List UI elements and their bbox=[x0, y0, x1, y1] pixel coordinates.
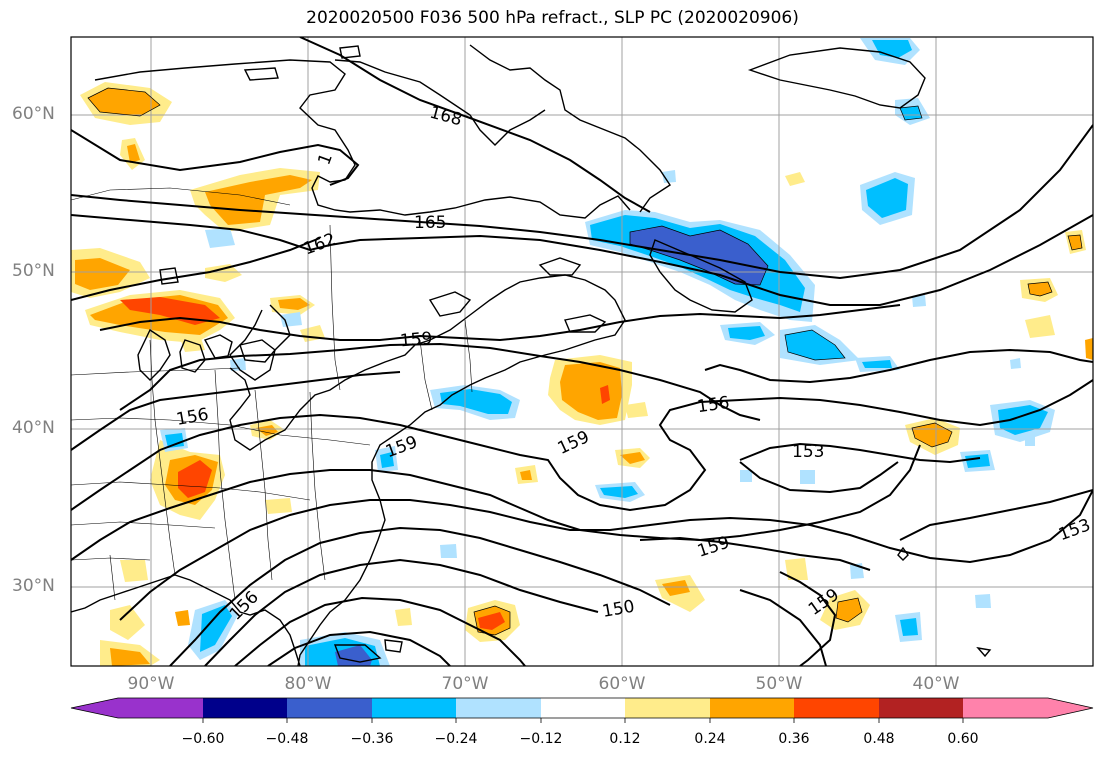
map-title: 2020020500 F036 500 hPa refract., SLP PC… bbox=[306, 8, 799, 28]
lon-label-90w: 90°W bbox=[127, 674, 175, 694]
colorbar-segment bbox=[372, 698, 456, 718]
contour-label: 159 bbox=[695, 533, 732, 562]
colorbar-tick-label: 0.24 bbox=[694, 731, 726, 747]
positive-anomaly-fills bbox=[71, 82, 1093, 666]
colorbar-tick-label: −0.24 bbox=[434, 731, 478, 747]
contour-label: 159 bbox=[555, 427, 593, 459]
contour-label: 162 bbox=[301, 230, 338, 260]
colorbar-outline bbox=[70, 697, 1094, 719]
contour-label: 1 bbox=[314, 151, 336, 168]
colorbar-tick-label: −0.48 bbox=[265, 731, 309, 747]
colorbar-segment bbox=[118, 698, 203, 718]
slp-contours bbox=[71, 37, 1093, 666]
lon-label-70w: 70°W bbox=[441, 674, 489, 694]
anomaly-outlines bbox=[87, 87, 1083, 636]
contour-label: 165 bbox=[414, 213, 446, 233]
colorbar-segment bbox=[287, 698, 372, 718]
colorbar-segment bbox=[963, 698, 1048, 718]
colorbar-segment bbox=[879, 698, 963, 718]
graticule bbox=[71, 37, 1093, 666]
colorbar-segment bbox=[203, 698, 287, 718]
colorbar bbox=[70, 697, 1094, 723]
contour-label: 156 bbox=[696, 393, 731, 417]
colorbar-tick-label: 0.60 bbox=[947, 731, 979, 747]
lon-label-60w: 60°W bbox=[598, 674, 646, 694]
lon-label-80w: 80°W bbox=[284, 674, 332, 694]
lon-label-50w: 50°W bbox=[755, 674, 803, 694]
colorbar-tick-label: 0.48 bbox=[863, 731, 895, 747]
colorbar-tick-label: −0.60 bbox=[181, 731, 225, 747]
contour-label: 150 bbox=[601, 597, 636, 622]
colorbar-segment bbox=[710, 698, 794, 718]
colorbar-segment bbox=[625, 698, 710, 718]
lat-label-60n: 60°N bbox=[12, 104, 55, 124]
negative-anomaly-fills bbox=[160, 38, 1055, 666]
lon-label-40w: 40°W bbox=[912, 674, 960, 694]
contour-label: 153 bbox=[792, 442, 824, 462]
coastlines bbox=[71, 44, 992, 666]
colorbar-upper-extension bbox=[1048, 698, 1093, 718]
colorbar-tick-label: 0.12 bbox=[609, 731, 641, 747]
colorbar-segment bbox=[794, 698, 879, 718]
colorbar-segment bbox=[541, 698, 625, 718]
contour-label: 159 bbox=[383, 432, 420, 462]
colorbar-segment bbox=[456, 698, 541, 718]
lat-label-50n: 50°N bbox=[12, 261, 55, 281]
colorbar-lower-extension bbox=[71, 698, 118, 718]
political-borders bbox=[71, 187, 473, 601]
lat-label-40n: 40°N bbox=[12, 418, 55, 438]
contour-label: 153 bbox=[1056, 515, 1093, 545]
contour-label: 159 bbox=[399, 329, 433, 352]
colorbar-tick-label: −0.12 bbox=[519, 731, 563, 747]
contour-label: 156 bbox=[175, 405, 210, 430]
colorbar-tick-label: −0.36 bbox=[350, 731, 394, 747]
lat-label-30n: 30°N bbox=[12, 576, 55, 596]
colorbar-tick-label: 0.36 bbox=[778, 731, 810, 747]
map-frame bbox=[70, 36, 1094, 667]
